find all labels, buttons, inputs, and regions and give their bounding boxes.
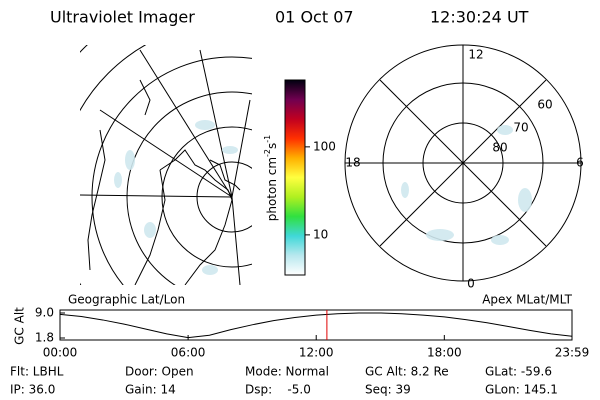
panel-title: Apex MLat/MLT [482, 293, 572, 307]
time: 12:30:24 UT [430, 8, 529, 27]
mlt-label: 6 [576, 156, 584, 170]
status-field: Door: Open [125, 365, 194, 379]
label-part: -1 [263, 135, 272, 143]
label-part: -2 [263, 149, 272, 157]
instrument: Ultraviolet Imager [50, 8, 195, 27]
colorbar-tick-label: 100 [313, 139, 336, 153]
colorbar [284, 79, 306, 276]
x-tick-label: 00:00 [43, 346, 78, 360]
lat-label: 60 [537, 98, 552, 112]
status-field: GLat: -59.6 [485, 365, 552, 379]
status-field: GC Alt: 8.2 Re [365, 365, 449, 379]
label-part: photon cm [265, 157, 279, 221]
label-part: s [265, 143, 279, 149]
status-field: Seq: 39 [365, 383, 411, 397]
x-tick-label: 06:00 [171, 346, 206, 360]
status-field: IP: 36.0 [10, 383, 55, 397]
y-tick-label: 1.8 [35, 331, 54, 345]
lat-label: 70 [513, 121, 528, 135]
y-tick-label: 9.0 [35, 306, 54, 320]
y-axis-label: GC Alt [13, 307, 27, 345]
x-tick-label: 18:00 [427, 346, 462, 360]
x-tick-label: 23:59 [555, 346, 590, 360]
altitude-curve [59, 312, 573, 339]
date: 01 Oct 07 [275, 8, 354, 27]
status-field: GLon: 145.1 [485, 383, 558, 397]
polar-grid [344, 44, 582, 282]
status-field: Flt: LBHL [10, 365, 64, 379]
mlt-label: 0 [467, 277, 475, 291]
colorbar-tick-label: 10 [313, 227, 328, 241]
status-field: Dsp: -5.0 [245, 383, 311, 397]
mlt-label: 12 [468, 48, 483, 62]
panel-title: Geographic Lat/Lon [68, 293, 185, 307]
footer: Flt: LBHL Door: Open Mode: Normal GC Alt: 8… [10, 365, 558, 397]
geographic-map [80, 45, 252, 285]
lat-label: 80 [492, 141, 507, 155]
x-tick-label: 12:00 [299, 346, 334, 360]
mlt-label: 18 [345, 156, 360, 170]
status-field: Mode: Normal [245, 365, 329, 379]
colorbar-label: photon cm-2s-1 [263, 135, 279, 222]
status-field: Gain: 14 [125, 383, 176, 397]
